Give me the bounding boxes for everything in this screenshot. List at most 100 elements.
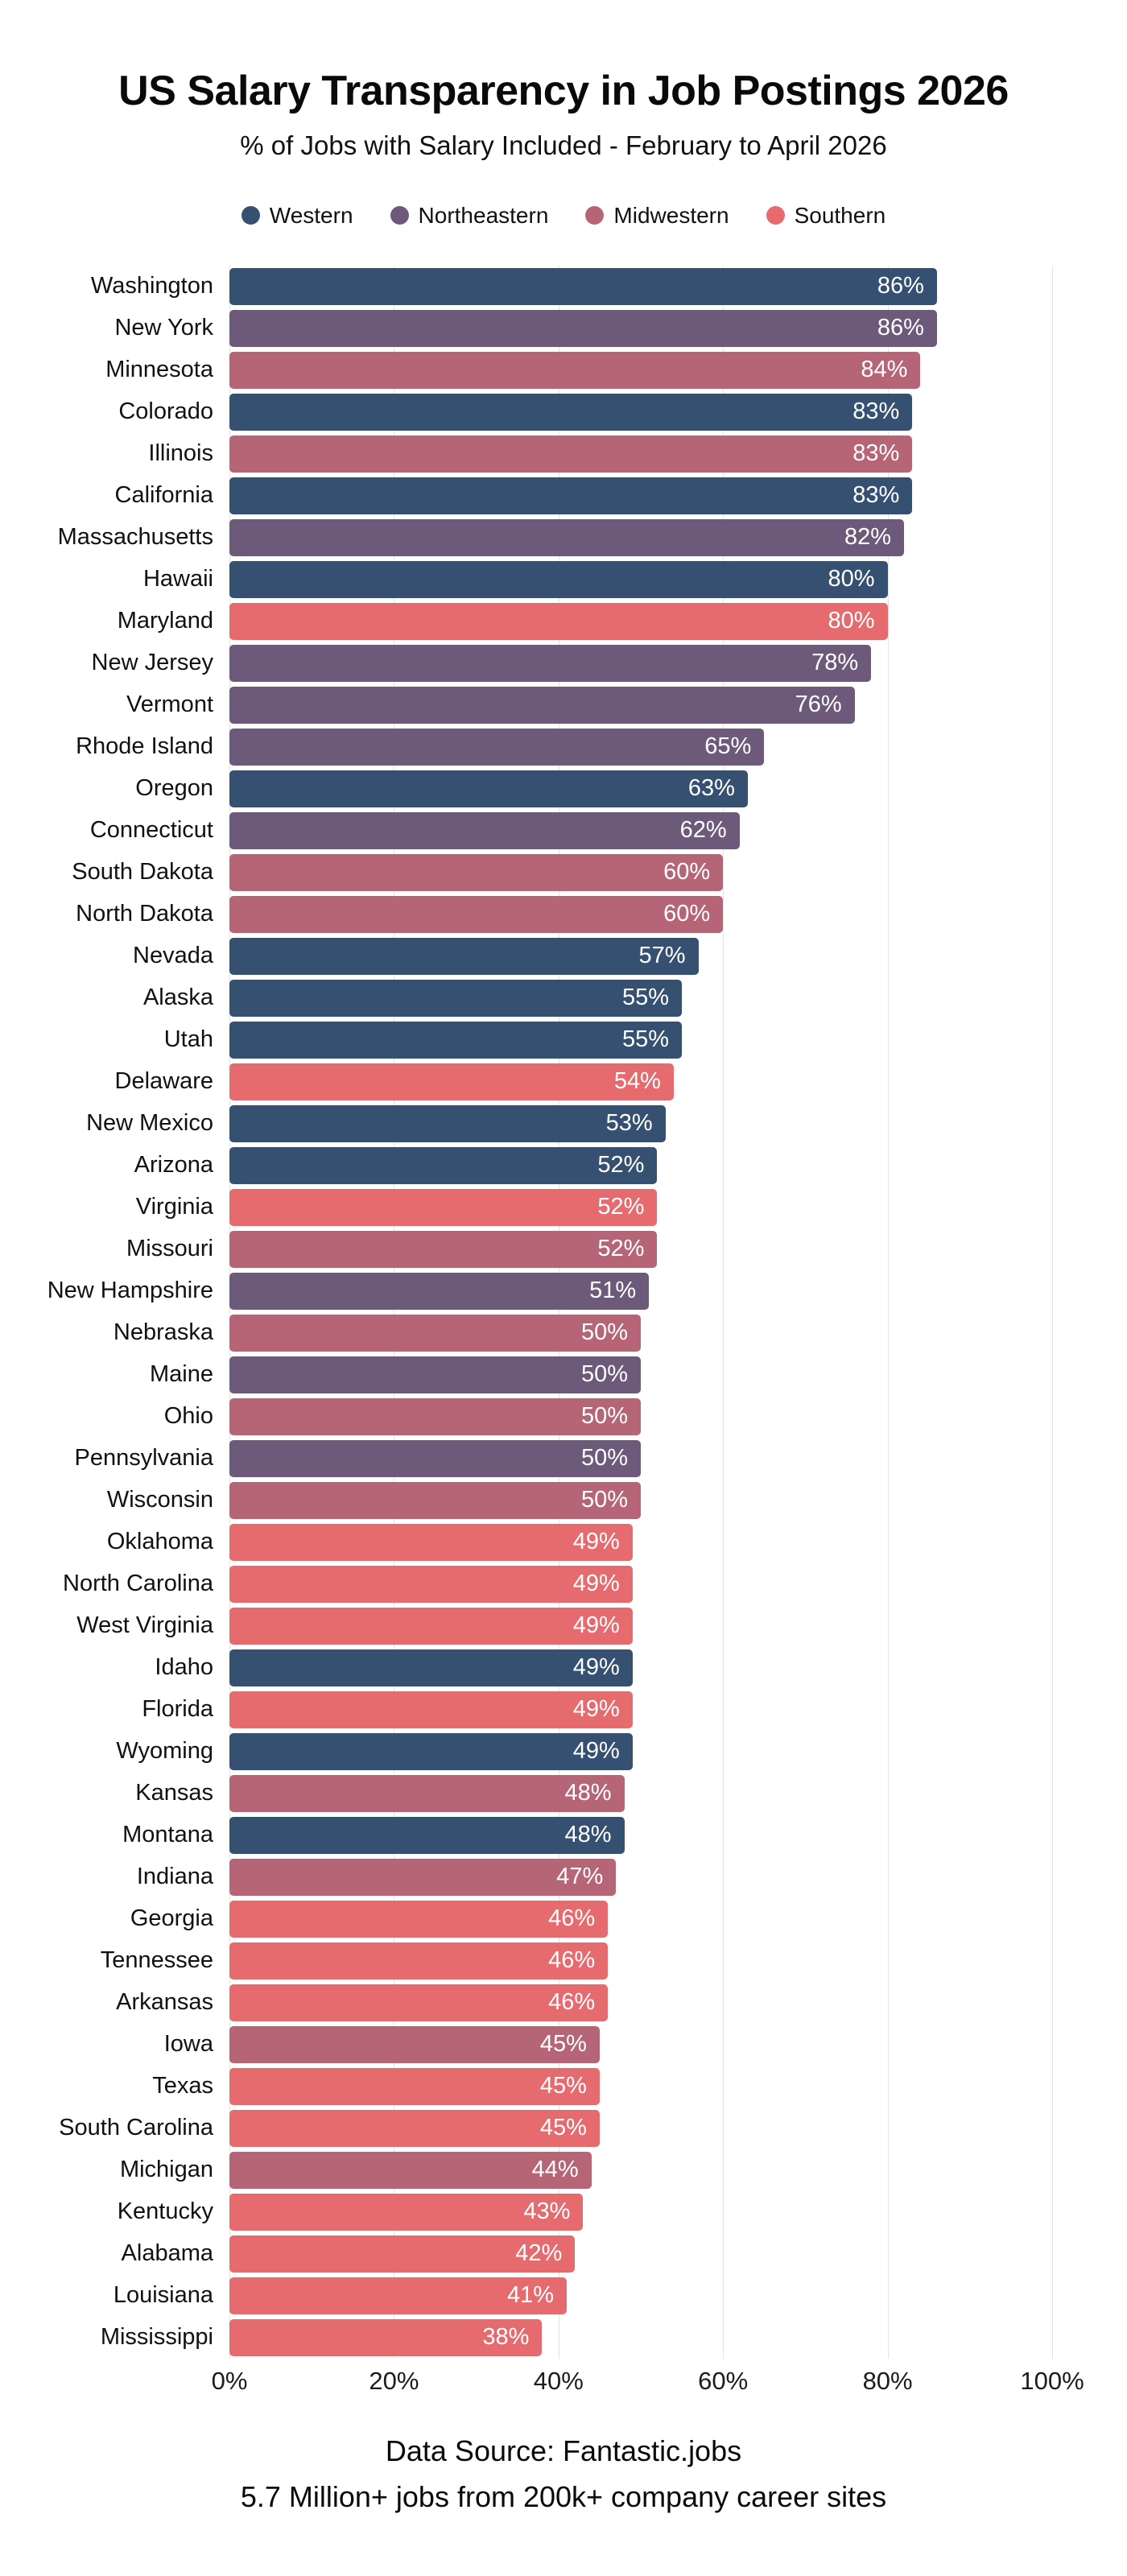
bar-track: 86% [229,267,1052,305]
bar: 63% [229,770,748,807]
x-axis-tick-label: 60% [698,2366,749,2395]
bar-row: Alabama 42% [0,2233,1127,2275]
bar-value-label: 50% [580,1445,628,1472]
legend-label: Western [269,202,353,228]
bar-row: Alaska 55% [0,977,1127,1019]
bar-value-label: 51% [589,1278,637,1304]
bar: 50% [229,1356,641,1393]
bar-row: Tennessee 46% [0,1940,1127,1982]
bar: 52% [229,1188,658,1226]
bar: 50% [229,1439,641,1477]
bar-row: New Jersey 78% [0,642,1127,684]
bar-row: South Dakota 60% [0,852,1127,894]
bar: 54% [229,1063,674,1100]
bar: 80% [229,560,888,598]
bar-track: 50% [229,1314,1052,1352]
bar-track: 63% [229,770,1052,807]
bar-value-label: 45% [539,2031,587,2058]
bar-value-label: 54% [613,1068,661,1095]
bar: 55% [229,979,683,1017]
state-label: Wyoming [116,1738,213,1765]
bar: 45% [229,2067,600,2105]
bar: 62% [229,811,740,849]
bar: 49% [229,1523,633,1561]
x-axis-tick-label: 20% [369,2366,419,2395]
bar-row: South Carolina 45% [0,2107,1127,2149]
bar-row: New York 86% [0,308,1127,349]
bar: 49% [229,1607,633,1645]
bar-value-label: 50% [580,1361,628,1388]
state-label: Michigan [119,2157,213,2183]
legend-swatch-icon [241,206,260,225]
bar: 47% [229,1858,617,1896]
bar-row: North Carolina 49% [0,1563,1127,1605]
bar-track: 57% [229,937,1052,975]
bar-value-label: 83% [852,398,900,425]
bar: 83% [229,435,913,473]
bar-value-label: 38% [482,2324,530,2351]
bar-value-label: 63% [687,775,735,802]
bar-row: West Virginia 49% [0,1605,1127,1647]
bar: 51% [229,1272,650,1310]
bar-value-label: 50% [580,1487,628,1513]
bar-value-label: 46% [548,1947,596,1974]
bar-track: 83% [229,435,1052,473]
bar-track: 48% [229,1774,1052,1812]
bar-track: 50% [229,1356,1052,1393]
bar-track: 84% [229,351,1052,389]
bar-value-label: 55% [622,985,670,1011]
bar-row: Colorado 83% [0,391,1127,433]
x-axis-tick-label: 0% [211,2366,248,2395]
bar: 50% [229,1397,641,1435]
gridline [887,265,889,2359]
bar-row: Texas 45% [0,2066,1127,2107]
bar-row: North Dakota 60% [0,894,1127,935]
bar: 48% [229,1816,625,1854]
bar-row: Louisiana 41% [0,2275,1127,2317]
bar-track: 49% [229,1565,1052,1603]
bar-value-label: 60% [663,859,711,886]
bar-row: Washington 86% [0,266,1127,308]
bar-row: Minnesota 84% [0,349,1127,391]
bar: 53% [229,1104,666,1142]
state-label: Nevada [133,943,213,969]
bar-row: Missouri 52% [0,1228,1127,1270]
bar-track: 76% [229,686,1052,724]
bar-track: 54% [229,1063,1052,1100]
bar-value-label: 48% [564,1822,612,1848]
bar: 52% [229,1230,658,1268]
bar-row: Connecticut 62% [0,810,1127,852]
bar-value-label: 84% [861,357,908,383]
bar-value-label: 86% [877,315,924,341]
chart-subtitle: % of Jobs with Salary Included - Februar… [240,130,887,160]
legend-label: Northeastern [418,202,549,228]
bar-track: 49% [229,1607,1052,1645]
bar-row: Massachusetts 82% [0,517,1127,559]
state-label: Florida [142,1696,213,1723]
legend: Western Northeastern Midwestern Southern [0,203,1127,229]
state-label: Wisconsin [106,1487,213,1513]
bar-track: 55% [229,979,1052,1017]
bar-value-label: 52% [597,1194,645,1220]
bar: 55% [229,1021,683,1059]
bar-track: 50% [229,1439,1052,1477]
legend-item: Midwestern [585,203,729,229]
bar-track: 80% [229,560,1052,598]
state-label: South Dakota [72,859,213,886]
bar-track: 51% [229,1272,1052,1310]
bar-track: 82% [229,518,1052,556]
bar-value-label: 49% [572,1738,620,1765]
bar: 49% [229,1732,633,1770]
state-label: Rhode Island [76,733,213,760]
bar-row: Iowa 45% [0,2024,1127,2066]
bar: 78% [229,644,872,682]
bar-value-label: 42% [515,2240,563,2267]
legend-label: Southern [794,202,886,228]
bar-track: 62% [229,811,1052,849]
bar-row: Indiana 47% [0,1856,1127,1898]
bar-value-label: 45% [539,2073,587,2099]
state-label: Minnesota [105,357,213,383]
state-label: Connecticut [89,817,213,844]
state-label: Idaho [155,1654,213,1681]
